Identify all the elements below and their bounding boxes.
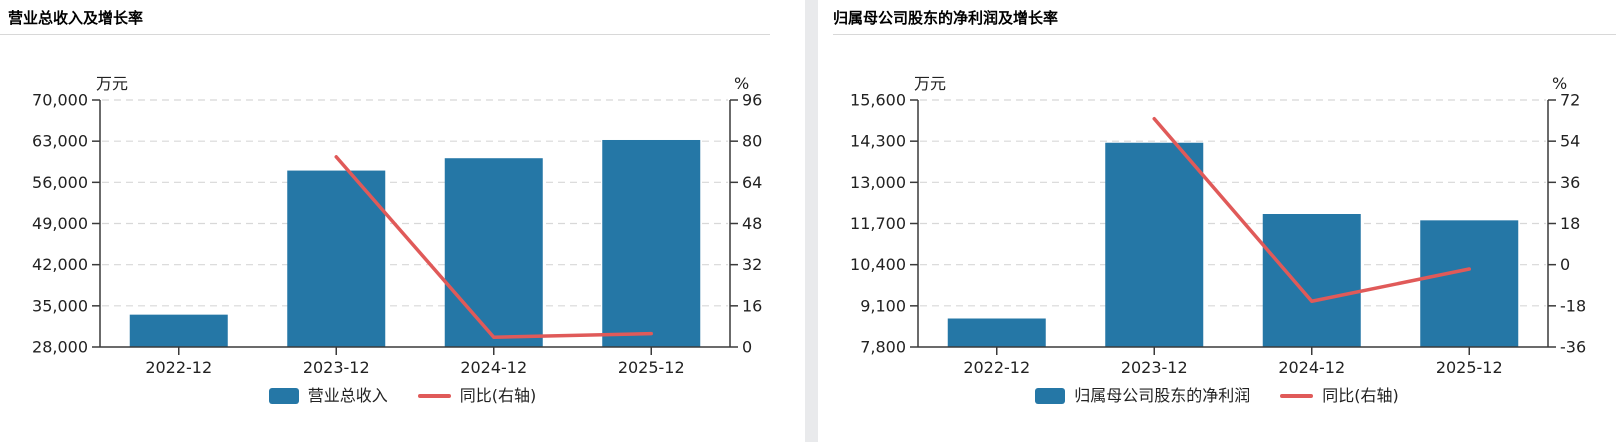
- line-series-swatch-icon: [417, 394, 451, 398]
- svg-text:13,000: 13,000: [850, 173, 906, 192]
- svg-text:2024-12: 2024-12: [460, 358, 527, 375]
- legend-label-revenue: 营业总收入: [307, 386, 388, 405]
- panel-divider: [805, 0, 818, 442]
- legend-label-yoy: 同比(右轴): [1322, 386, 1399, 405]
- svg-text:7,800: 7,800: [860, 338, 906, 357]
- svg-text:2023-12: 2023-12: [1121, 358, 1188, 375]
- svg-text:2025-12: 2025-12: [618, 358, 685, 375]
- net-profit-panel: 归属母公司股东的净利润及增长率 15,600 72 14,300 54 13,000 36…: [818, 0, 1616, 442]
- svg-text:56,000: 56,000: [32, 173, 88, 192]
- svg-text:64: 64: [742, 173, 762, 192]
- svg-text:2023-12: 2023-12: [303, 358, 370, 375]
- legend-item-revenue-bar: 营业总收入: [268, 386, 388, 406]
- legend-item-yoy-line: 同比(右轴): [1280, 386, 1399, 406]
- svg-text:28,000: 28,000: [32, 338, 88, 357]
- svg-text:80: 80: [742, 132, 762, 151]
- legend-item-net-profit-bar: 归属母公司股东的净利润: [1035, 386, 1250, 406]
- svg-text:72: 72: [1560, 91, 1580, 110]
- net-profit-chart: 15,600 72 14,300 54 13,000 36 11,700 18 10,400 0 9…: [850, 74, 1586, 375]
- svg-text:14,300: 14,300: [850, 132, 906, 151]
- revenue-panel: 营业总收入及增长率 70,000 96 63,000 80 56,000 64 49,000…: [0, 0, 805, 442]
- svg-text:42,000: 42,000: [32, 255, 88, 274]
- svg-text:-36: -36: [1560, 338, 1586, 357]
- revenue-chart-title: 营业总收入及增长率: [8, 9, 144, 27]
- svg-text:0: 0: [742, 338, 752, 357]
- svg-text:0: 0: [1560, 255, 1570, 274]
- svg-text:2022-12: 2022-12: [145, 358, 212, 375]
- net-profit-chart-title: 归属母公司股东的净利润及增长率: [833, 9, 1059, 27]
- svg-text:-18: -18: [1560, 296, 1586, 315]
- svg-text:15,600: 15,600: [850, 91, 906, 110]
- legend-item-yoy-line: 同比(右轴): [417, 386, 537, 406]
- svg-text:48: 48: [742, 214, 762, 233]
- svg-text:2022-12: 2022-12: [963, 358, 1030, 375]
- svg-text:万元: 万元: [96, 74, 128, 93]
- svg-text:11,700: 11,700: [850, 214, 906, 233]
- svg-text:16: 16: [742, 296, 762, 315]
- svg-text:%: %: [734, 74, 749, 93]
- svg-text:10,400: 10,400: [850, 255, 906, 274]
- svg-text:36: 36: [1560, 173, 1580, 192]
- svg-text:%: %: [1552, 74, 1567, 93]
- svg-text:70,000: 70,000: [32, 91, 88, 110]
- legend-label-yoy: 同比(右轴): [459, 386, 537, 405]
- line-series-swatch-icon: [1280, 394, 1314, 398]
- legend-label-net-profit: 归属母公司股东的净利润: [1074, 386, 1251, 405]
- svg-text:49,000: 49,000: [32, 214, 88, 233]
- svg-text:35,000: 35,000: [32, 296, 88, 315]
- svg-text:32: 32: [742, 255, 762, 274]
- bar-series-swatch-icon: [268, 388, 299, 404]
- svg-text:2025-12: 2025-12: [1436, 358, 1503, 375]
- net-profit-legend: 归属母公司股东的净利润 同比(右轴): [818, 385, 1616, 407]
- svg-text:万元: 万元: [914, 74, 946, 93]
- svg-text:9,100: 9,100: [860, 296, 906, 315]
- title-divider: [833, 34, 1616, 35]
- revenue-legend: 营业总收入 同比(右轴): [0, 385, 805, 407]
- svg-text:18: 18: [1560, 214, 1580, 233]
- svg-text:2024-12: 2024-12: [1278, 358, 1345, 375]
- svg-text:63,000: 63,000: [32, 132, 88, 151]
- svg-text:96: 96: [742, 91, 762, 110]
- bar-series-swatch-icon: [1035, 388, 1066, 404]
- title-divider: [0, 34, 770, 35]
- svg-text:54: 54: [1560, 132, 1580, 151]
- revenue-chart: 70,000 96 63,000 80 56,000 64 49,000 48 42,000 32…: [32, 74, 762, 375]
